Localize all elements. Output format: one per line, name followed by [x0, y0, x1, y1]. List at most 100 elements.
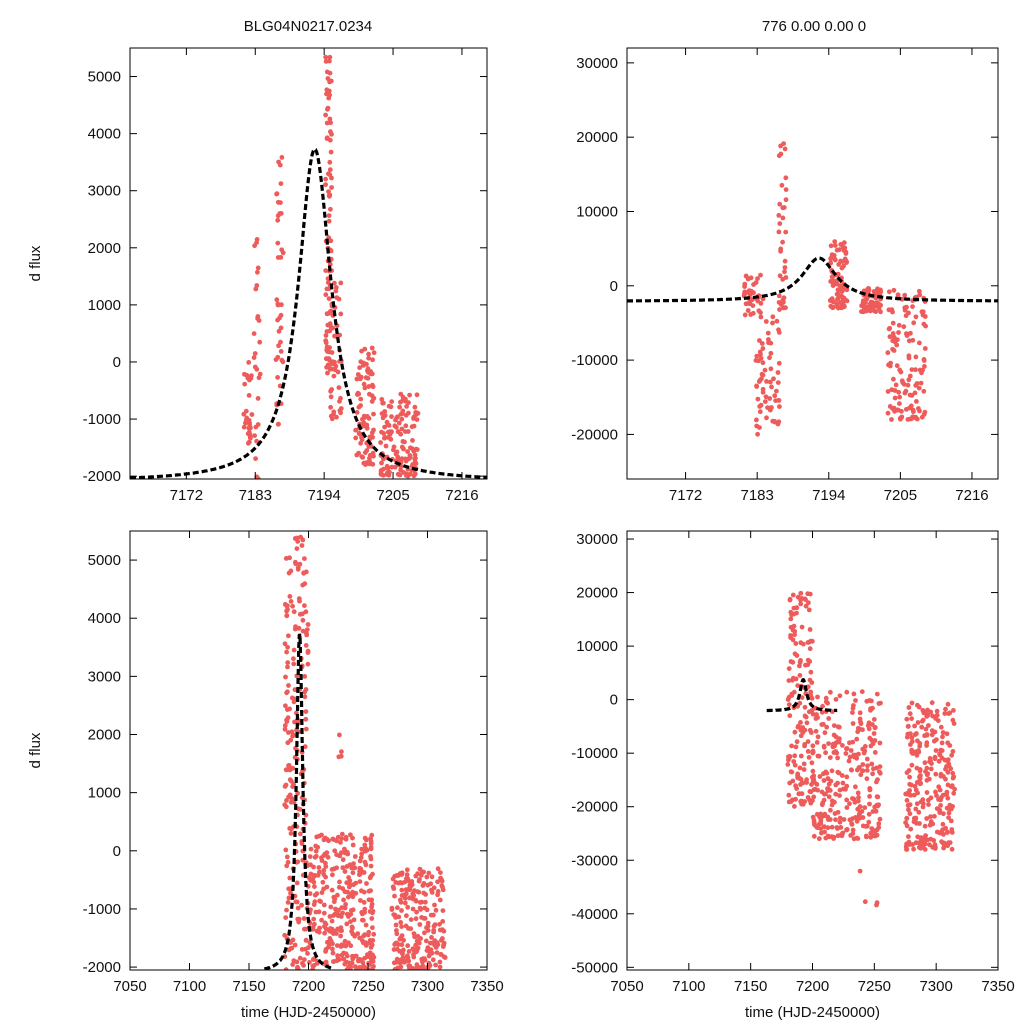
data-point [319, 858, 325, 863]
data-point [307, 854, 313, 859]
data-point [785, 762, 791, 767]
data-point [331, 866, 337, 872]
data-point [798, 753, 804, 759]
y-tick-label: -1000 [83, 901, 121, 918]
data-point [414, 909, 419, 915]
data-point [356, 450, 361, 456]
data-point [916, 748, 921, 753]
data-point [398, 920, 404, 925]
data-point [803, 597, 808, 602]
data-point [772, 393, 778, 399]
data-point [440, 944, 446, 949]
data-point [297, 598, 302, 604]
data-point [410, 946, 416, 952]
data-point [326, 218, 332, 224]
panel-top-left: 7172 7183 7194 7205 7216 -2000 -1000 0 1000 2000 3… [27, 47, 488, 504]
data-point [887, 404, 893, 409]
data-point [943, 706, 948, 712]
data-point [754, 417, 759, 423]
data-point [359, 437, 365, 443]
data-point [431, 927, 437, 933]
data-point [302, 581, 308, 587]
data-point [757, 349, 763, 355]
data-point [846, 758, 852, 764]
data-point [325, 854, 331, 860]
data-point [938, 747, 944, 753]
data-point [936, 784, 942, 790]
data-point [422, 905, 428, 911]
data-point [912, 723, 917, 729]
data-point [425, 965, 431, 970]
data-point [797, 663, 802, 669]
data-point [354, 410, 360, 415]
data-point [412, 404, 418, 410]
data-point [284, 907, 289, 913]
data-point [839, 305, 845, 311]
data-point [932, 842, 938, 848]
data-point [894, 363, 900, 369]
data-point [353, 427, 358, 433]
data-point [321, 886, 326, 892]
data-point [799, 801, 804, 807]
data-point [313, 848, 319, 854]
data-point [303, 687, 309, 692]
data-point [835, 271, 841, 277]
data-point [826, 741, 831, 746]
data-point [326, 171, 331, 177]
data-point [370, 461, 376, 467]
x-tick-label: 7300 [411, 978, 444, 995]
data-point [278, 339, 283, 345]
data-point [860, 768, 865, 774]
data-point [293, 745, 298, 751]
data-point [331, 361, 337, 367]
data-point [857, 810, 863, 816]
data-point [337, 879, 342, 885]
data-point [277, 162, 283, 168]
data-point [933, 771, 939, 777]
data-point [378, 440, 383, 445]
data-point [803, 603, 809, 609]
data-point [802, 742, 808, 747]
data-point [312, 921, 317, 927]
data-point [285, 644, 290, 650]
data-point [359, 910, 365, 915]
data-point [925, 771, 931, 776]
data-point [760, 389, 766, 395]
data-point [786, 678, 792, 683]
data-point [924, 816, 930, 821]
data-point [780, 215, 786, 221]
data-point [923, 726, 929, 732]
data-point [870, 722, 875, 727]
data-point [406, 963, 412, 968]
data-point [758, 272, 763, 278]
data-point [286, 947, 292, 953]
data-point [286, 895, 292, 901]
data-point [276, 343, 281, 349]
data-point [886, 289, 892, 295]
data-point [429, 940, 435, 946]
data-point [926, 802, 931, 807]
data-point [829, 798, 835, 804]
data-point [398, 899, 404, 905]
data-point [868, 706, 873, 712]
data-point [282, 723, 288, 728]
data-point [369, 942, 375, 948]
data-point [381, 431, 387, 436]
data-point [886, 307, 892, 313]
data-point [946, 815, 951, 820]
data-point [805, 662, 811, 668]
data-point [753, 358, 759, 363]
y-tick-label: -40000 [571, 906, 618, 923]
data-point [758, 314, 764, 320]
data-point [826, 794, 832, 800]
data-point [790, 675, 796, 681]
data-point [440, 936, 445, 941]
data-point [939, 740, 945, 746]
data-point [422, 930, 427, 936]
data-point [813, 728, 819, 734]
data-point [783, 187, 789, 193]
data-point [809, 760, 815, 766]
data-point [252, 364, 258, 370]
data-point [368, 854, 373, 859]
data-point [787, 713, 793, 719]
